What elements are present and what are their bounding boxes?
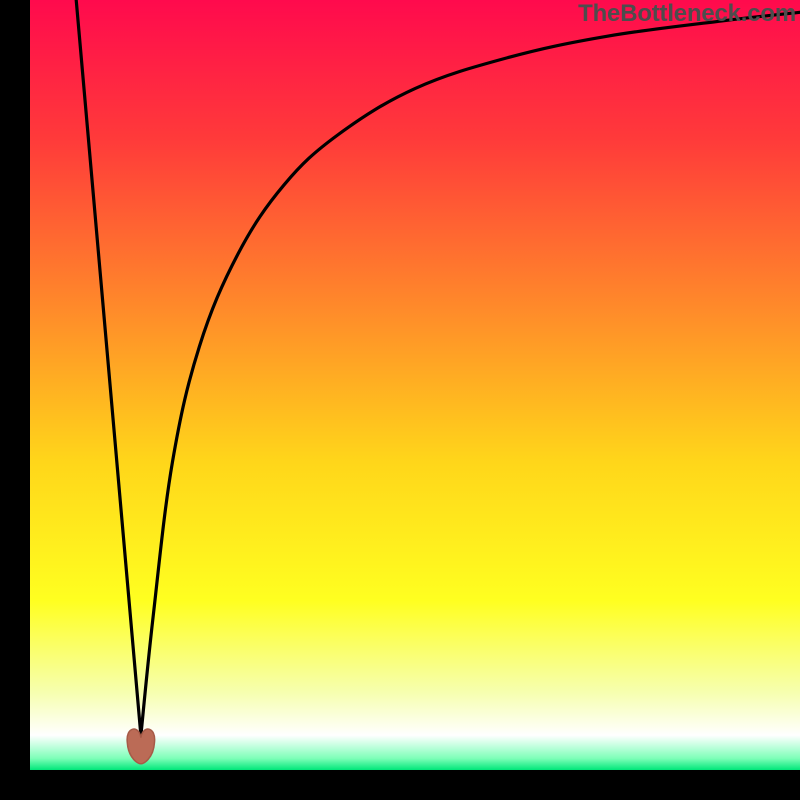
chart-container: TheBottleneck.com xyxy=(0,0,800,800)
plot-area xyxy=(30,0,800,770)
bottleneck-curve xyxy=(76,0,800,735)
watermark-text: TheBottleneck.com xyxy=(578,0,796,28)
curve-layer xyxy=(30,0,800,770)
